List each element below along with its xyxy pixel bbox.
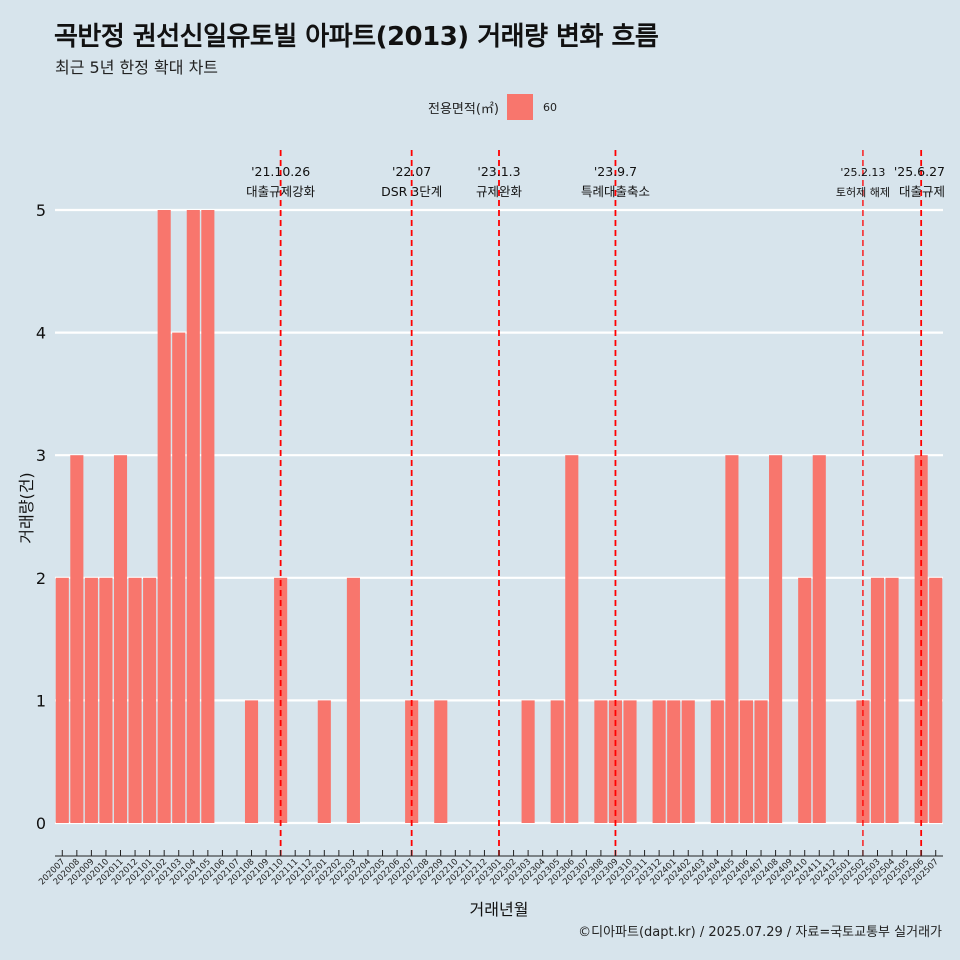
y-tick-label: 3 (36, 446, 46, 465)
bar (885, 577, 899, 823)
bar (172, 332, 186, 823)
bar (143, 577, 157, 823)
bar (812, 455, 826, 823)
bar (681, 700, 695, 823)
y-tick-label: 4 (36, 324, 46, 343)
bar (798, 577, 812, 823)
bar (201, 210, 215, 823)
bar (652, 700, 666, 823)
bar (929, 577, 943, 823)
chart-subtitle: 최근 5년 한정 확대 차트 (55, 58, 219, 77)
chart-title: 곡반정 권선신일유토빌 아파트(2013) 거래량 변화 흐름 (54, 22, 659, 52)
event-name-label: 특례대출축소 (581, 184, 650, 199)
y-tick-label: 1 (36, 691, 46, 710)
bar (70, 455, 84, 823)
y-axis-title: 거래량(건) (17, 472, 36, 543)
legend: 전용면적(㎡) 60 (428, 94, 557, 120)
bar (594, 700, 608, 823)
bar (870, 577, 885, 823)
bar (667, 700, 681, 823)
event-name-label: 대출규제 (899, 184, 945, 199)
source-caption: ©디아파트(dapt.kr) / 2025.07.29 / 자료=국토교통부 실… (578, 925, 942, 940)
bar (550, 700, 564, 823)
bar (739, 700, 754, 823)
y-tick-label: 2 (36, 569, 46, 588)
bars (55, 210, 943, 823)
event-date-label: '25.2.13 (840, 166, 885, 179)
legend-label: 60 (542, 100, 557, 114)
bar (55, 577, 69, 823)
y-tick-label: 5 (36, 201, 46, 220)
bar (186, 210, 200, 823)
bar (710, 700, 724, 823)
bar (317, 700, 331, 823)
bar (157, 210, 171, 823)
bar (565, 455, 579, 823)
bar (99, 577, 113, 823)
event-name-label: 규제완화 (476, 184, 523, 199)
x-axis-title: 거래년월 (470, 900, 529, 919)
bar (521, 700, 535, 823)
bar (769, 455, 783, 823)
bar (434, 700, 448, 823)
bar (128, 577, 142, 823)
bar (754, 700, 768, 823)
bar (113, 455, 128, 823)
event-date-label: '21.10.26 (251, 164, 310, 179)
bar (244, 700, 259, 823)
bar (725, 455, 739, 823)
event-date-label: '25.6.27 (894, 164, 945, 179)
legend-title: 전용면적(㎡) (428, 101, 499, 117)
event-markers: '21.10.26 대출규제강화 '22.07 DSR 3단계 '23.1.3 규제완화 '… (246, 150, 945, 856)
event-name-label: 토허제 해제 (836, 185, 890, 199)
bar (84, 577, 98, 823)
bar (623, 700, 637, 823)
bar (346, 577, 360, 823)
event-name-label: 대출규제강화 (246, 184, 316, 199)
legend-swatch (506, 94, 533, 120)
event-date-label: '23.1.3 (477, 164, 520, 179)
event-date-label: '23.9.7 (594, 164, 637, 179)
y-tick-label: 0 (36, 814, 46, 833)
event-date-label: '22.07 (392, 164, 431, 179)
bar (914, 455, 928, 823)
event-name-label: DSR 3단계 (381, 184, 442, 199)
